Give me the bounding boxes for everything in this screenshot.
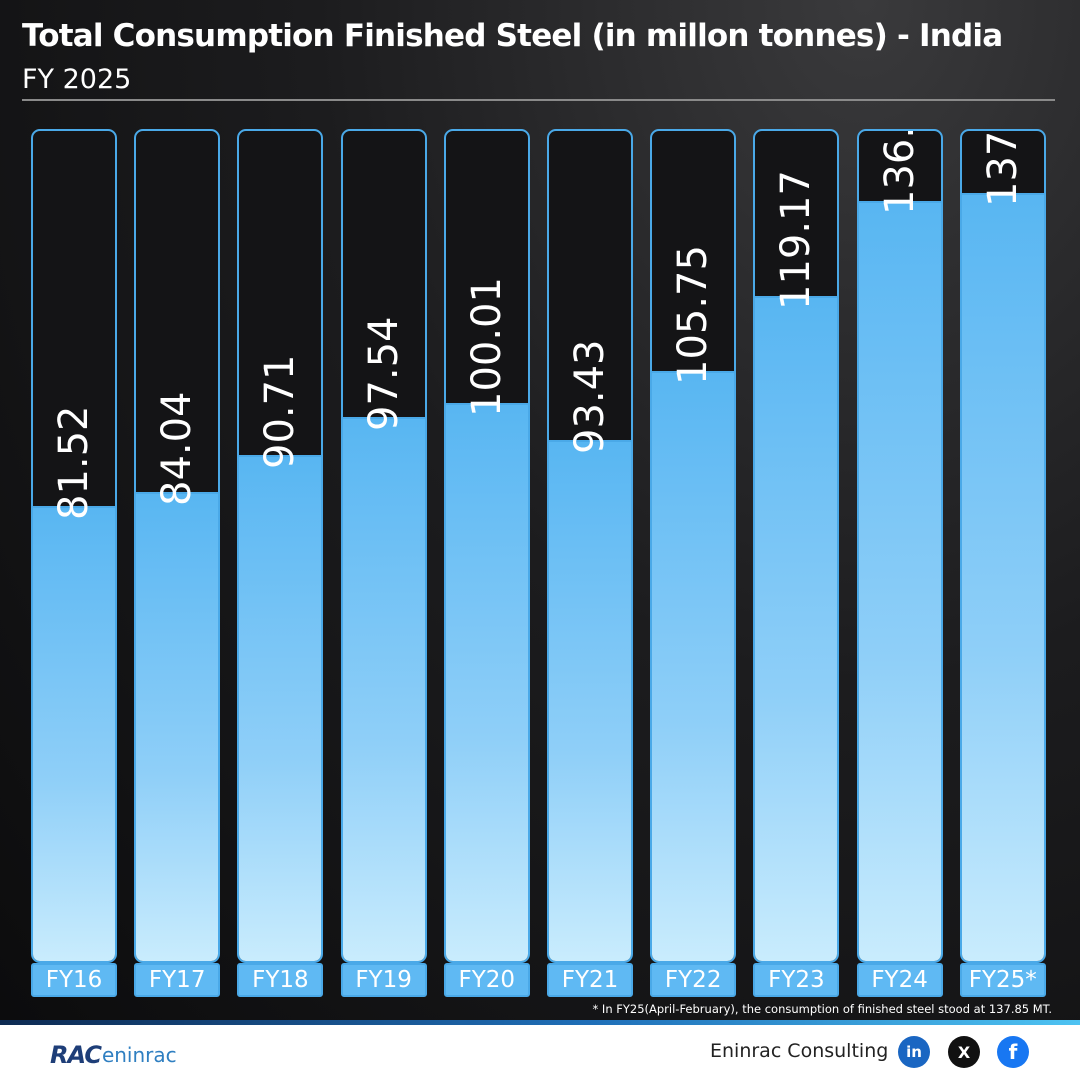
bar-chart: 81.52 FY16 84.04 FY17 90.71 FY18 97.54 FY19 100.… bbox=[31, 129, 1046, 997]
bar-value-label: 90.71 bbox=[257, 354, 304, 469]
bar-track: 119.17 bbox=[753, 129, 840, 963]
bar bbox=[342, 416, 425, 961]
logo-secondary-text: eninrac bbox=[101, 1043, 177, 1067]
bar-value-label: 81.52 bbox=[51, 405, 97, 520]
bar bbox=[445, 402, 528, 961]
bar-value-label: 105.75 bbox=[670, 245, 717, 386]
bar-track: 136.29 bbox=[856, 129, 943, 963]
linkedin-icon[interactable]: in bbox=[898, 1036, 930, 1068]
title-divider bbox=[22, 99, 1055, 101]
bar-value-label: 137.85 bbox=[979, 129, 1026, 207]
bar-track: 97.54 bbox=[340, 129, 427, 963]
x-tick-label: FY23 bbox=[753, 963, 840, 997]
x-tick-label: FY25* bbox=[959, 963, 1046, 997]
bar bbox=[858, 201, 941, 961]
bar bbox=[652, 371, 735, 961]
bar bbox=[136, 491, 219, 961]
eninrac-logo: RAC eninrac bbox=[50, 1040, 177, 1070]
bar-value-label: 97.54 bbox=[360, 316, 407, 431]
bar bbox=[961, 192, 1044, 961]
bar-track: 137.85 bbox=[959, 129, 1046, 963]
bar bbox=[755, 296, 838, 961]
x-tick-label: FY17 bbox=[134, 963, 221, 997]
bar-value-label: 119.17 bbox=[773, 170, 820, 311]
bar-value-label: 100.01 bbox=[463, 276, 510, 417]
bar bbox=[239, 454, 322, 961]
x-tick-label: FY20 bbox=[443, 963, 530, 997]
x-tick-label: FY19 bbox=[340, 963, 427, 997]
bar-value-label: 84.04 bbox=[154, 391, 201, 506]
x-tick-label: FY16 bbox=[31, 963, 117, 997]
chart-footnote: * In FY25(April-February), the consumpti… bbox=[592, 1002, 1052, 1016]
x-tick-label: FY24 bbox=[856, 963, 943, 997]
x-tick-label: FY22 bbox=[650, 963, 737, 997]
bar-track: 105.75 bbox=[650, 129, 737, 963]
bar-track: 100.01 bbox=[443, 129, 530, 963]
bar-track: 84.04 bbox=[134, 129, 221, 963]
company-name: Eninrac Consulting bbox=[710, 1040, 889, 1062]
x-tick-label: FY18 bbox=[237, 963, 324, 997]
bar-value-label: 136.29 bbox=[876, 129, 923, 216]
x-icon[interactable]: X bbox=[948, 1036, 980, 1068]
bar-track: 93.43 bbox=[547, 129, 633, 963]
bar-track: 90.71 bbox=[237, 129, 324, 963]
bar bbox=[33, 505, 115, 961]
x-tick-label: FY21 bbox=[547, 963, 633, 997]
facebook-icon[interactable]: f bbox=[997, 1036, 1029, 1068]
chart-title: Total Consumption Finished Steel (in mil… bbox=[22, 18, 1003, 54]
logo-primary-text: RAC bbox=[50, 1041, 102, 1069]
bar bbox=[549, 439, 631, 961]
footer-accent-bar bbox=[0, 1020, 1080, 1025]
bar-value-label: 93.43 bbox=[567, 339, 613, 454]
chart-subtitle: FY 2025 bbox=[22, 64, 132, 95]
bar-track: 81.52 bbox=[31, 129, 117, 963]
